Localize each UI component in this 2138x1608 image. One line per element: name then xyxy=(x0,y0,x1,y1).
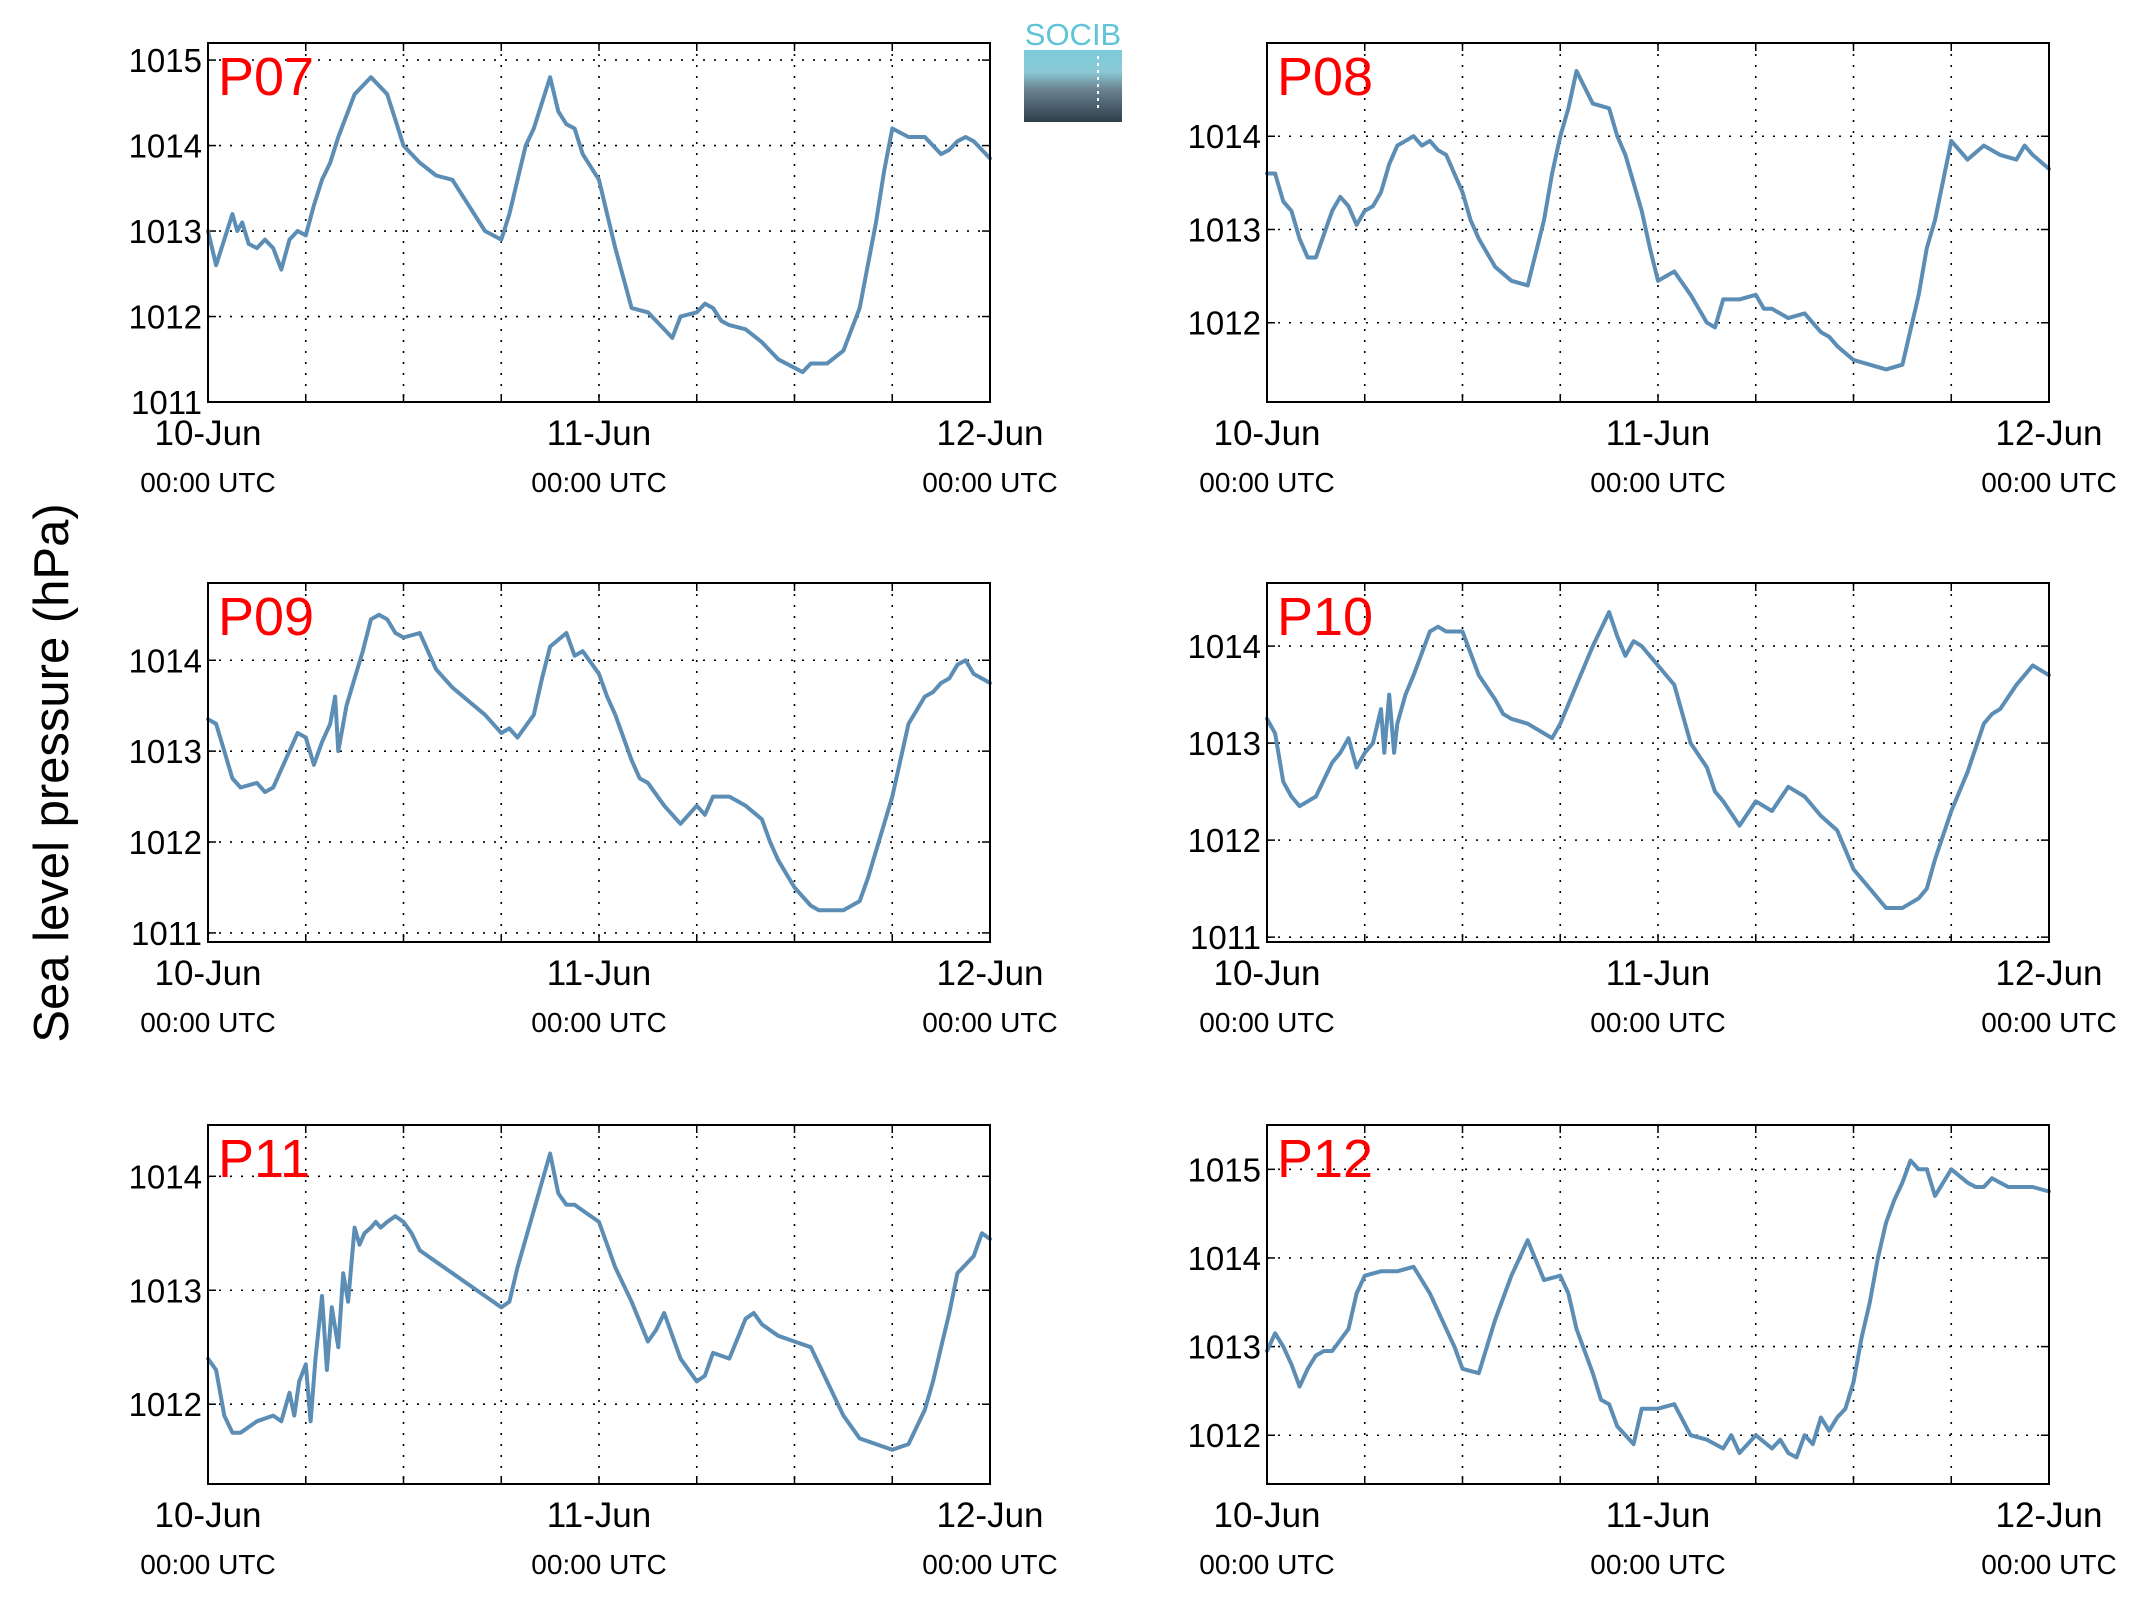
chart-panel-p10: 1011 1012 1013 1014 10-Jun 00:00 UTC 11-Jun 00:… xyxy=(1188,582,2117,1038)
series-line-p11 xyxy=(206,1151,992,1452)
x-tick-label-time: 00:00 UTC xyxy=(140,1007,275,1038)
logo-emblem xyxy=(1024,50,1122,122)
x-tick-label-date: 10-Jun xyxy=(154,1496,261,1535)
x-tick-label-time: 00:00 UTC xyxy=(922,467,1057,498)
axes-frame xyxy=(1266,1124,2050,1485)
y-tick-label: 1013 xyxy=(1188,725,1261,762)
x-tick-label-date: 11-Jun xyxy=(547,954,651,993)
series-line-p08 xyxy=(1265,69,2051,372)
x-tick-label-date: 12-Jun xyxy=(936,414,1043,453)
x-tick-label-date: 11-Jun xyxy=(547,414,651,453)
x-tick-label-date: 12-Jun xyxy=(936,1496,1043,1535)
x-tick-label-time: 00:00 UTC xyxy=(1199,467,1334,498)
y-tick-label: 1012 xyxy=(129,824,202,861)
x-tick-label-date: 10-Jun xyxy=(154,954,261,993)
y-tick-label: 1012 xyxy=(1188,822,1261,859)
x-tick-label-time: 00:00 UTC xyxy=(1981,1007,2116,1038)
y-tick-label: 1014 xyxy=(129,642,202,679)
chart-panel-p12: 1012 1013 1014 1015 10-Jun 00:00 UTC 11-Jun 00:… xyxy=(1188,1124,2117,1580)
y-tick-label: 1012 xyxy=(1188,1417,1261,1454)
y-tick-label: 1014 xyxy=(129,128,202,165)
y-tick-label: 1014 xyxy=(1188,118,1261,155)
axes-frame xyxy=(207,42,991,403)
x-tick-label-date: 10-Jun xyxy=(1213,954,1320,993)
panel-label: P09 xyxy=(218,587,314,647)
chart-panel-p11: 1012 1013 1014 10-Jun 00:00 UTC 11-Jun 00:00 U… xyxy=(129,1124,1058,1580)
axes-frame xyxy=(207,582,991,943)
y-tick-label: 1013 xyxy=(1188,211,1261,248)
socib-logo: SOCIB xyxy=(1024,17,1122,122)
x-tick-label-date: 10-Jun xyxy=(1213,414,1320,453)
x-tick-label-time: 00:00 UTC xyxy=(531,467,666,498)
y-tick-label: 1013 xyxy=(129,213,202,250)
chart-panel-p08: 1012 1013 1014 10-Jun 00:00 UTC 11-Jun 00:00 U… xyxy=(1188,42,2117,498)
x-tick-label-date: 11-Jun xyxy=(1606,414,1710,453)
y-tick-label: 1014 xyxy=(1188,628,1261,665)
x-tick-label-time: 00:00 UTC xyxy=(1199,1549,1334,1580)
panel-label: P11 xyxy=(218,1129,310,1189)
y-tick-label: 1012 xyxy=(129,299,202,336)
y-tick-label: 1013 xyxy=(129,1272,202,1309)
x-tick-label-time: 00:00 UTC xyxy=(531,1007,666,1038)
panel-label: P10 xyxy=(1277,587,1373,647)
panel-label: P07 xyxy=(218,47,314,107)
series-line-p09 xyxy=(206,612,992,913)
y-tick-label: 1013 xyxy=(129,733,202,770)
x-tick-label-time: 00:00 UTC xyxy=(922,1549,1057,1580)
series-line-p10 xyxy=(1265,610,2051,910)
x-tick-label-time: 00:00 UTC xyxy=(1590,1549,1725,1580)
x-tick-label-date: 11-Jun xyxy=(1606,1496,1710,1535)
panel-label: P12 xyxy=(1277,1129,1373,1189)
y-tick-label: 1012 xyxy=(129,1386,202,1423)
x-tick-label-date: 12-Jun xyxy=(1995,954,2102,993)
x-tick-label-time: 00:00 UTC xyxy=(1981,467,2116,498)
chart-panels: 1011 1012 1013 1014 1015 10-Jun 00:00 UTC 11-Ju… xyxy=(129,42,2117,1580)
panel-label: P08 xyxy=(1277,47,1373,107)
x-tick-label-time: 00:00 UTC xyxy=(922,1007,1057,1038)
x-tick-label-time: 00:00 UTC xyxy=(140,467,275,498)
x-tick-label-time: 00:00 UTC xyxy=(1199,1007,1334,1038)
x-tick-label-time: 00:00 UTC xyxy=(531,1549,666,1580)
logo-text: SOCIB xyxy=(1025,17,1121,52)
axes-frame xyxy=(207,1124,991,1485)
x-tick-label-date: 12-Jun xyxy=(1995,1496,2102,1535)
chart-panel-p09: 1011 1012 1013 1014 10-Jun 00:00 UTC 11-Jun 00:… xyxy=(129,582,1058,1038)
x-tick-label-date: 10-Jun xyxy=(1213,1496,1320,1535)
chart-panel-p07: 1011 1012 1013 1014 1015 10-Jun 00:00 UTC 11-Ju… xyxy=(129,42,1058,498)
y-tick-label: 1013 xyxy=(1188,1329,1261,1366)
y-tick-label: 1015 xyxy=(129,42,202,79)
y-tick-label: 1011 xyxy=(1190,919,1261,956)
x-tick-label-date: 12-Jun xyxy=(936,954,1043,993)
x-tick-label-time: 00:00 UTC xyxy=(1590,467,1725,498)
y-tick-label: 1011 xyxy=(131,915,202,952)
y-tick-label: 1015 xyxy=(1188,1151,1261,1188)
y-tick-label: 1014 xyxy=(129,1158,202,1195)
y-tick-label: 1014 xyxy=(1188,1240,1261,1277)
x-tick-label-date: 10-Jun xyxy=(154,414,261,453)
axes-frame xyxy=(1266,582,2050,943)
x-tick-label-date: 11-Jun xyxy=(1606,954,1710,993)
series-line-p12 xyxy=(1265,1158,2051,1460)
x-tick-label-date: 12-Jun xyxy=(1995,414,2102,453)
x-tick-label-time: 00:00 UTC xyxy=(1590,1007,1725,1038)
y-axis-label: Sea level pressure (hPa) xyxy=(25,503,79,1042)
series-line-p07 xyxy=(206,75,992,375)
axes-frame xyxy=(1266,42,2050,403)
x-tick-label-date: 11-Jun xyxy=(547,1496,651,1535)
x-tick-label-time: 00:00 UTC xyxy=(140,1549,275,1580)
x-tick-label-time: 00:00 UTC xyxy=(1981,1549,2116,1580)
y-tick-label: 1011 xyxy=(131,384,202,421)
y-tick-label: 1012 xyxy=(1188,305,1261,342)
